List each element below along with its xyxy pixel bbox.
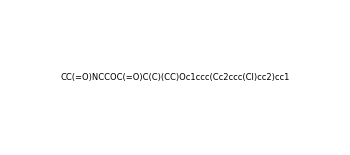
Text: CC(=O)NCCOC(=O)C(C)(CC)Oc1ccc(Cc2ccc(Cl)cc2)cc1: CC(=O)NCCOC(=O)C(C)(CC)Oc1ccc(Cc2ccc(Cl)… [60, 73, 290, 82]
